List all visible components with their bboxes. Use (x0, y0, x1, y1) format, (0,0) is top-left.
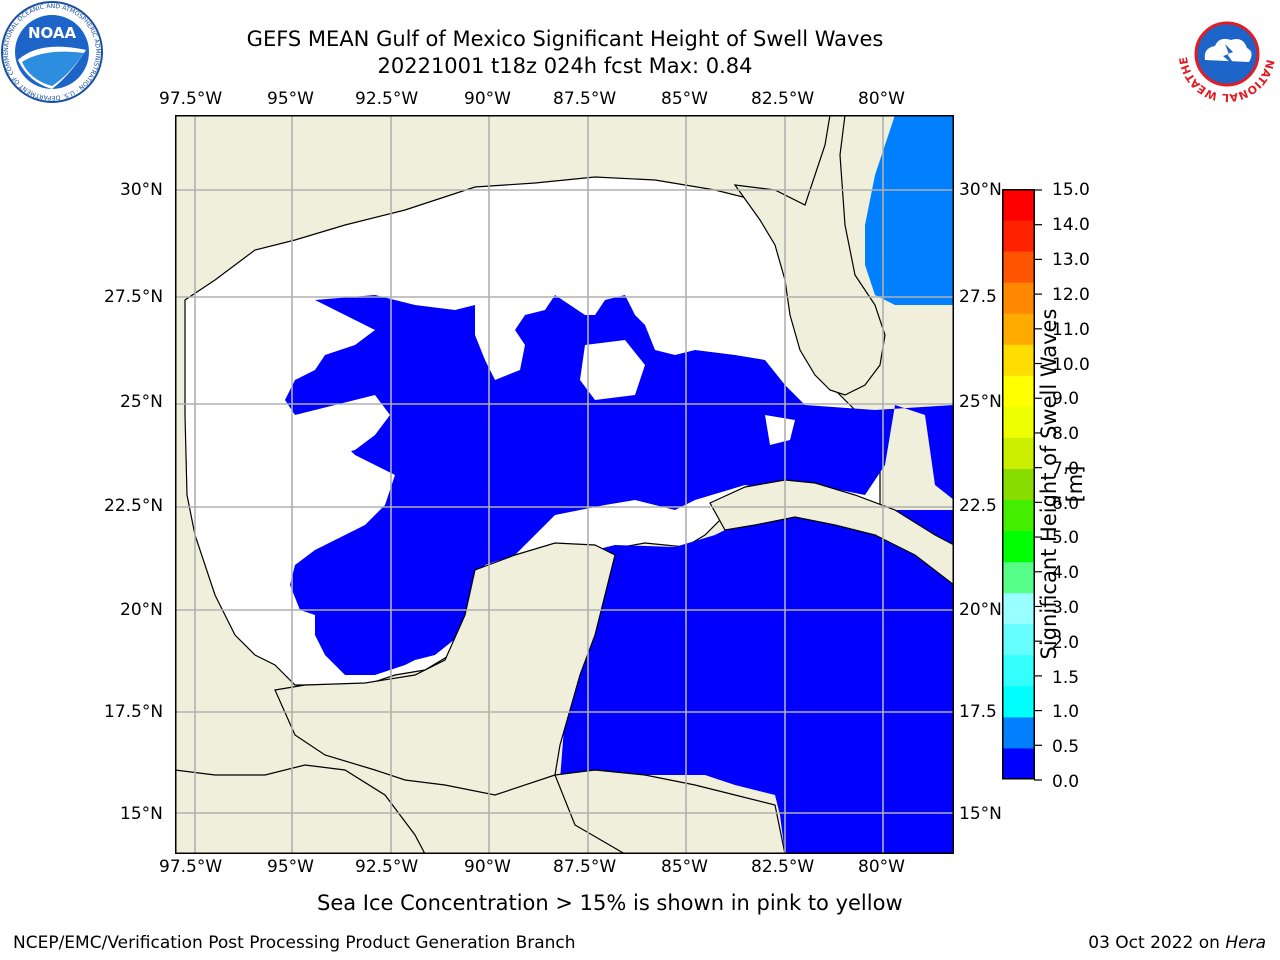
lat-tick-label: 15°N (959, 804, 1002, 824)
footer-credit: NCEP/EMC/Verification Post Processing Pr… (13, 933, 576, 953)
colorbar-tick-label: 7.0 (1052, 459, 1080, 479)
colorbar-tick-label: 1.5 (1052, 668, 1080, 688)
colorbar-segment (1002, 561, 1035, 594)
lon-tick-label: 92.5°W (355, 89, 419, 109)
grid-meridians (194, 115, 884, 854)
colorbar-tick-label: 13.0 (1052, 250, 1090, 270)
colorbar-label: Significant Height of Swell Waves [m] (1037, 308, 1087, 660)
colorbar-tick-label: 8.0 (1052, 424, 1080, 444)
lon-tick-label: 90°W (464, 857, 511, 877)
colorbar-segment (1002, 282, 1035, 314)
lat-tick-label: 25°N (959, 392, 1002, 412)
lat-tick-label: 17.5 (959, 702, 997, 722)
lat-tick-label: 30°N (959, 180, 1002, 200)
swell-band-0-0.5 (285, 295, 954, 675)
lon-tick-label: 95°W (267, 857, 314, 877)
colorbar-segment (1002, 654, 1035, 687)
colorbar-segment (1002, 189, 1035, 221)
colorbar (1002, 189, 1035, 780)
swell-band-0.5-1.0-atlantic (865, 115, 954, 305)
colorbar-segment (1002, 623, 1035, 656)
colorbar-segment (1002, 685, 1035, 718)
white-patch (475, 305, 525, 380)
grid-parallels (175, 189, 954, 814)
colorbar-segment (1002, 592, 1035, 625)
colorbar-segment (1002, 251, 1035, 283)
map-frame (175, 115, 954, 854)
lat-tick-label: 20°N (959, 600, 1002, 620)
lon-tick-label: 90°W (464, 89, 511, 109)
land-central-america (175, 764, 786, 854)
colorbar-segment (1002, 747, 1035, 780)
colorbar-tick-label: 6.0 (1052, 494, 1080, 514)
colorbar-segment (1002, 344, 1035, 376)
lon-tick-label: 95°W (267, 89, 314, 109)
lat-tick-label: 22.5°N (104, 496, 164, 516)
colorbar-tick-marks (1034, 189, 1042, 781)
colorbar-tick-label: 15.0 (1052, 180, 1090, 200)
nws-logo: NATIONAL WEATHER SERVICE (1175, 0, 1277, 104)
colorbar-segment (1002, 406, 1035, 438)
colorbar-segment (1002, 313, 1035, 345)
colorbar-segment (1002, 530, 1035, 563)
footer-date: 03 Oct 2022 on Hera (1088, 933, 1266, 953)
colorbar-tick-label: 5.0 (1052, 528, 1080, 548)
lat-tick-label: 20°N (120, 600, 163, 620)
colorbar-segment (1002, 468, 1035, 501)
white-patch (295, 395, 390, 455)
lon-tick-label: 87.5°W (553, 89, 617, 109)
colorbar-tick-label: 14.0 (1052, 215, 1090, 235)
lon-tick-label: 85°W (661, 857, 708, 877)
colorbar-tick-label: 0.0 (1052, 772, 1080, 792)
lon-tick-label: 85°W (661, 89, 708, 109)
colorbar-tick-label: 3.0 (1052, 598, 1080, 618)
lat-tick-label: 17.5°N (104, 702, 164, 722)
white-patch (580, 340, 645, 400)
noaa-logo: NATIONAL OCEANIC AND ATMOSPHERIC ADMINIS… (0, 0, 103, 103)
lon-tick-label: 92.5°W (355, 857, 419, 877)
footer-host: Hera (1225, 933, 1266, 953)
colorbar-tick-label: 1.0 (1052, 702, 1080, 722)
colorbar-segment (1002, 716, 1035, 749)
colorbar-tick-label: 11.0 (1052, 320, 1090, 340)
lat-tick-label: 27.5°N (104, 287, 164, 307)
colorbar-tick-label: 10.0 (1052, 355, 1090, 375)
chart-subtitle: 20221001 t18z 024h fcst Max: 0.84 (377, 54, 753, 78)
chart-title: GEFS MEAN Gulf of Mexico Significant Hei… (246, 27, 884, 51)
colorbar-tick-label: 2.0 (1052, 633, 1080, 653)
colorbar-tick-label: 12.0 (1052, 285, 1090, 305)
lon-tick-label: 80°W (858, 89, 905, 109)
lon-tick-label: 97.5°W (159, 857, 223, 877)
land-yucatan (274, 542, 616, 796)
lat-tick-label: 22.5 (959, 496, 997, 516)
swell-band-0-0.5-south (560, 505, 954, 854)
colorbar-segment (1002, 220, 1035, 252)
white-patch (765, 415, 795, 445)
lat-tick-label: 25°N (120, 392, 163, 412)
colorbar-segment (1002, 375, 1035, 407)
lat-tick-label: 30°N (120, 180, 163, 200)
colorbar-tick-label: 0.5 (1052, 737, 1080, 757)
lon-tick-label: 82.5°W (751, 857, 815, 877)
map-panel (175, 115, 954, 854)
colorbar-segment (1002, 499, 1035, 532)
lon-tick-label: 87.5°W (553, 857, 617, 877)
noaa-logo-text: NOAA (28, 24, 77, 42)
colorbar-tick-label: 9.0 (1052, 389, 1080, 409)
footer-date-prefix: 03 Oct 2022 on (1088, 933, 1226, 953)
colorbar-tick-label: 4.0 (1052, 563, 1080, 583)
lon-tick-label: 82.5°W (751, 89, 815, 109)
colorbar-segment (1002, 437, 1035, 469)
sea-ice-note: Sea Ice Concentration > 15% is shown in … (317, 891, 903, 915)
lat-tick-label: 15°N (120, 804, 163, 824)
lon-tick-label: 97.5°W (159, 89, 223, 109)
lon-tick-label: 80°W (858, 857, 905, 877)
lat-tick-label: 27.5 (959, 287, 997, 307)
